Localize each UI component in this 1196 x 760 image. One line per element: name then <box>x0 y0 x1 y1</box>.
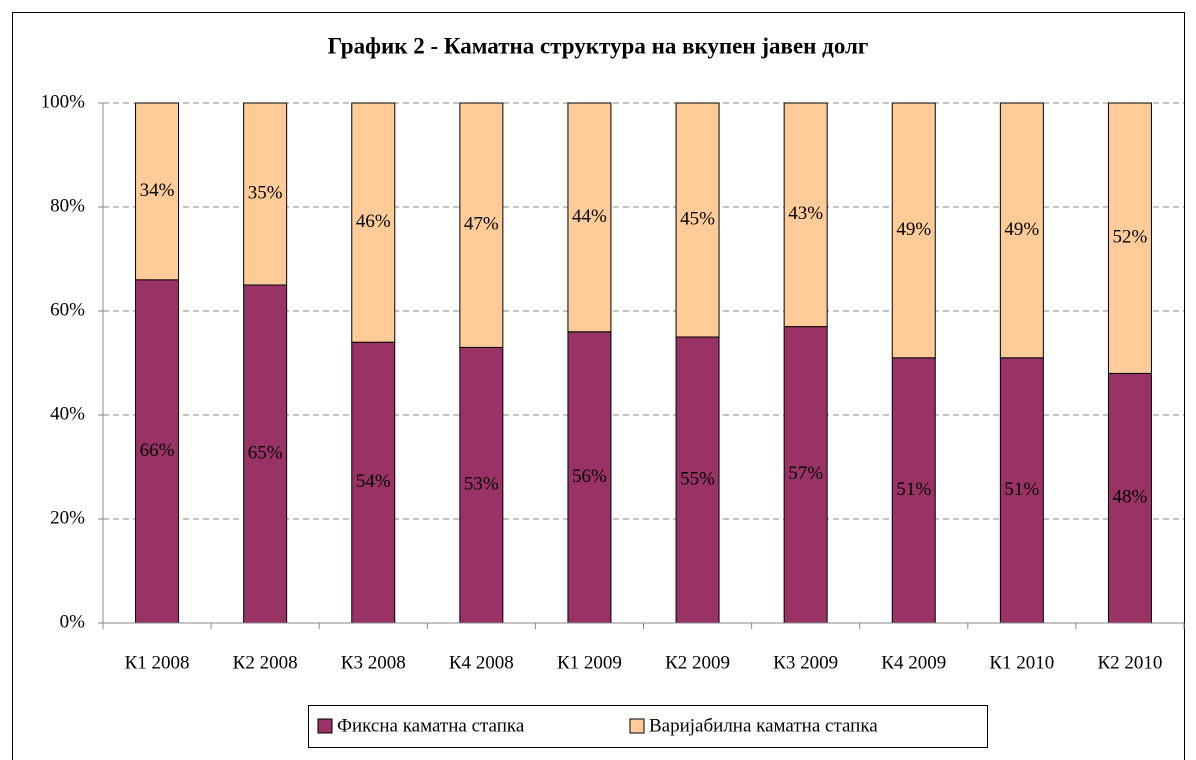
data-label: 51% <box>1004 479 1039 500</box>
bar-segment <box>243 102 288 286</box>
data-label: 65% <box>248 442 283 463</box>
y-tick-label: 60% <box>50 299 85 320</box>
data-label: 43% <box>788 203 823 224</box>
legend-swatch <box>629 718 645 734</box>
chart-title: График 2 - Каматна структура на вкупен ј… <box>328 33 869 58</box>
data-label: 48% <box>1113 487 1148 508</box>
bar-segment <box>783 102 828 328</box>
x-tick-label: К1 2009 <box>557 652 622 673</box>
x-tick-label: К4 2009 <box>881 652 946 673</box>
bar-segment <box>891 357 936 624</box>
y-tick-label: 20% <box>50 507 85 528</box>
x-tick-label: К2 2010 <box>1097 652 1162 673</box>
bar-segment <box>243 284 288 624</box>
bar-segment <box>351 102 396 343</box>
x-tick-label: К3 2009 <box>773 652 838 673</box>
x-tick-label: К3 2008 <box>341 652 406 673</box>
bar-segment <box>459 102 504 348</box>
data-label: 57% <box>788 463 823 484</box>
x-tick-label: К2 2009 <box>665 652 730 673</box>
y-tick-label: 80% <box>50 195 85 216</box>
y-tick-label: 40% <box>50 403 85 424</box>
bar-segment <box>567 102 612 333</box>
data-label: 49% <box>896 219 931 240</box>
bar-segment <box>1107 372 1152 624</box>
legend-box <box>308 705 988 748</box>
legend-label: Фиксна каматна стапка <box>337 715 525 736</box>
x-tick-label: К1 2008 <box>125 652 190 673</box>
bar-segment <box>1107 102 1152 374</box>
bar-segment <box>783 326 828 624</box>
y-tick-label: 0% <box>60 611 86 632</box>
data-label: 47% <box>464 214 499 235</box>
bar-segment <box>351 341 396 624</box>
legend-swatch <box>317 718 333 734</box>
data-label: 34% <box>140 180 175 201</box>
data-label: 54% <box>356 471 391 492</box>
data-label: 49% <box>1004 219 1039 240</box>
data-label: 35% <box>248 182 283 203</box>
x-tick-label: К4 2008 <box>449 652 514 673</box>
x-tick-label: К2 2008 <box>233 652 298 673</box>
data-label: 45% <box>680 208 715 229</box>
data-label: 55% <box>680 468 715 489</box>
data-label: 44% <box>572 206 607 227</box>
bar-segment <box>135 102 180 281</box>
y-tick-label: 100% <box>41 91 86 112</box>
data-label: 46% <box>356 211 391 232</box>
bar-segment <box>675 336 720 624</box>
data-label: 51% <box>896 479 931 500</box>
data-label: 53% <box>464 474 499 495</box>
legend-label: Варијабилна каматна стапка <box>649 715 878 736</box>
bar-segment <box>567 331 612 624</box>
data-label: 56% <box>572 466 607 487</box>
bar-segment <box>999 102 1044 359</box>
data-label: 52% <box>1113 227 1148 248</box>
bar-segment <box>675 102 720 338</box>
x-tick-label: К1 2010 <box>989 652 1054 673</box>
bar-segment <box>891 102 936 359</box>
data-label: 66% <box>140 440 175 461</box>
